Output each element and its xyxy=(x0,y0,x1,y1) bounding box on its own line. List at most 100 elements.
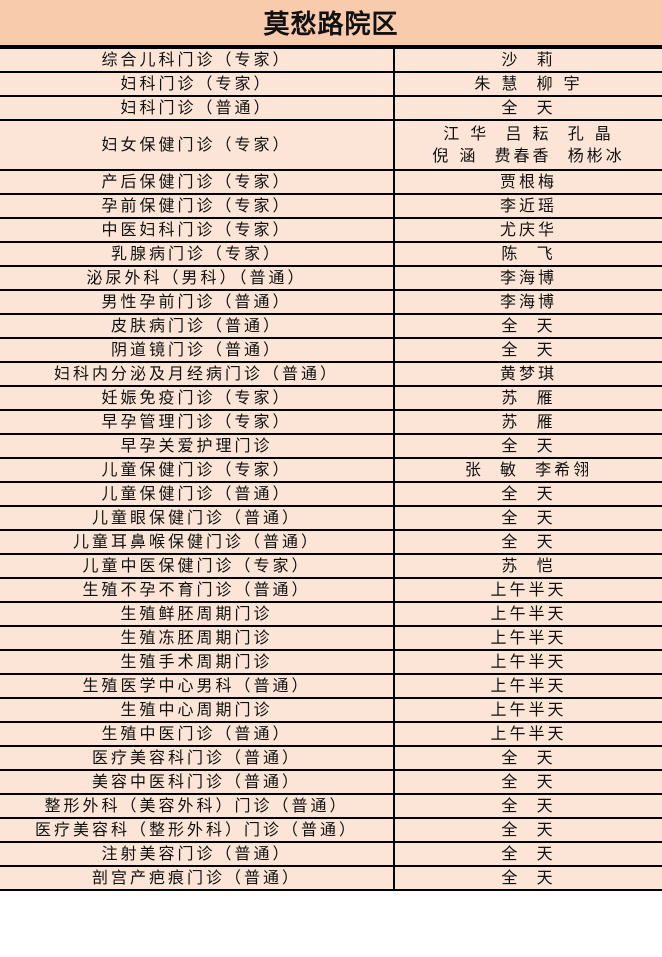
table-row: 医疗美容科门诊（普通） 全 天 xyxy=(0,745,662,771)
doctor-names: 全 天 xyxy=(501,532,556,551)
doctor-cell: 全 天 xyxy=(393,865,662,891)
doctor-names: 全 天 xyxy=(501,772,556,791)
doctor-cell: 上午半天 xyxy=(393,577,662,603)
clinic-name: 早孕关爱护理门诊 xyxy=(0,433,395,459)
doctor-cell: 上午半天 xyxy=(393,673,662,699)
doctor-names: 李近瑶 xyxy=(499,196,557,215)
clinic-name: 生殖不孕不育门诊（普通） xyxy=(0,577,395,603)
doctor-cell: 全 天 xyxy=(393,313,662,339)
clinic-name: 注射美容门诊（普通） xyxy=(0,841,395,867)
clinic-name: 儿童耳鼻喉保健门诊（普通） xyxy=(0,529,395,555)
doctor-cell: 江 华 吕 耘 孔 晶倪 涵 费春香 杨彬冰 xyxy=(393,119,662,171)
table-row: 孕前保健门诊（专家） 李近瑶 xyxy=(0,193,662,219)
table-row: 产后保健门诊（专家） 贾根梅 xyxy=(0,169,662,195)
doctor-cell: 全 天 xyxy=(393,817,662,843)
doctor-cell: 沙 莉 xyxy=(393,47,662,73)
doctor-cell: 全 天 xyxy=(393,529,662,555)
doctor-names: 上午半天 xyxy=(490,676,567,695)
clinic-name: 孕前保健门诊（专家） xyxy=(0,193,395,219)
doctor-cell: 上午半天 xyxy=(393,649,662,675)
table-row: 生殖不孕不育门诊（普通） 上午半天 xyxy=(0,577,662,603)
doctor-names: 苏 恺 xyxy=(501,556,556,575)
clinic-name: 乳腺病门诊（专家） xyxy=(0,241,395,267)
doctor-names: 沙 莉 xyxy=(501,50,556,69)
doctor-cell: 陈 飞 xyxy=(393,241,662,267)
table-row: 泌尿外科（男科）（普通） 李海博 xyxy=(0,265,662,291)
table-row: 美容中医科门诊（普通） 全 天 xyxy=(0,769,662,795)
clinic-name: 儿童中医保健门诊（专家） xyxy=(0,553,395,579)
clinic-name: 生殖手术周期门诊 xyxy=(0,649,395,675)
doctor-names: 李海博 xyxy=(499,268,557,287)
table-row: 生殖手术周期门诊 上午半天 xyxy=(0,649,662,675)
doctor-names: 上午半天 xyxy=(490,652,567,671)
table-row: 儿童保健门诊（普通） 全 天 xyxy=(0,481,662,507)
schedule-table: 综合儿科门诊（专家）沙 莉妇科门诊（专家）朱 慧 柳 宇妇科门诊（普通）全 天妇… xyxy=(0,47,662,891)
table-row: 注射美容门诊（普通） 全 天 xyxy=(0,841,662,867)
doctor-cell: 全 天 xyxy=(393,745,662,771)
table-row: 儿童保健门诊（专家） 张 敏 李希翎 xyxy=(0,457,662,483)
doctor-names: 上午半天 xyxy=(490,580,567,599)
doctor-names: 全 天 xyxy=(501,316,556,335)
clinic-name: 皮肤病门诊（普通） xyxy=(0,313,395,339)
doctor-names: 全 天 xyxy=(501,340,556,359)
doctor-cell: 尤庆华 xyxy=(393,217,662,243)
doctor-cell: 全 天 xyxy=(393,337,662,363)
clinic-name: 生殖医学中心男科（普通） xyxy=(0,673,395,699)
doctor-cell: 贾根梅 xyxy=(393,169,662,195)
doctor-cell: 上午半天 xyxy=(393,697,662,723)
table-row: 生殖鲜胚周期门诊 上午半天 xyxy=(0,601,662,627)
clinic-name: 泌尿外科（男科）（普通） xyxy=(0,265,395,291)
doctor-names: 全 天 xyxy=(501,820,556,839)
page-title: 莫愁路院区 xyxy=(0,0,662,47)
clinic-name: 医疗美容科（整形外科）门诊（普通） xyxy=(0,817,395,843)
table-row: 阴道镜门诊（普通） 全 天 xyxy=(0,337,662,363)
doctor-cell: 全 天 xyxy=(393,841,662,867)
clinic-name: 生殖鲜胚周期门诊 xyxy=(0,601,395,627)
doctor-names: 全 天 xyxy=(501,796,556,815)
doctor-names: 尤庆华 xyxy=(499,220,557,239)
doctor-cell: 黄梦琪 xyxy=(393,361,662,387)
doctor-names: 黄梦琪 xyxy=(499,364,557,383)
doctor-cell: 李海博 xyxy=(393,265,662,291)
clinic-name: 剖宫产疤痕门诊（普通） xyxy=(0,865,395,891)
clinic-name: 中医妇科门诊（专家） xyxy=(0,217,395,243)
table-row: 生殖中心周期门诊 上午半天 xyxy=(0,697,662,723)
doctor-cell: 苏 恺 xyxy=(393,553,662,579)
doctor-cell: 全 天 xyxy=(393,481,662,507)
doctor-names: 全 天 xyxy=(501,436,556,455)
doctor-names: 全 天 xyxy=(501,748,556,767)
table-row: 早孕关爱护理门诊 全 天 xyxy=(0,433,662,459)
doctor-cell: 全 天 xyxy=(393,505,662,531)
doctor-cell: 苏 雁 xyxy=(393,409,662,435)
clinic-name: 医疗美容科门诊（普通） xyxy=(0,745,395,771)
table-row: 儿童中医保健门诊（专家） 苏 恺 xyxy=(0,553,662,579)
table-row: 生殖医学中心男科（普通） 上午半天 xyxy=(0,673,662,699)
table-row: 综合儿科门诊（专家） 沙 莉 xyxy=(0,47,662,73)
doctor-names: 贾根梅 xyxy=(499,172,557,191)
clinic-name: 妇科内分泌及月经病门诊（普通） xyxy=(0,361,395,387)
clinic-name: 生殖冻胚周期门诊 xyxy=(0,625,395,651)
doctor-cell: 上午半天 xyxy=(393,625,662,651)
doctor-names: 上午半天 xyxy=(490,724,567,743)
clinic-name: 美容中医科门诊（普通） xyxy=(0,769,395,795)
clinic-name: 儿童保健门诊（专家） xyxy=(0,457,395,483)
table-row: 儿童耳鼻喉保健门诊（普通） 全 天 xyxy=(0,529,662,555)
clinic-name: 儿童眼保健门诊（普通） xyxy=(0,505,395,531)
table-row: 生殖中医门诊（普通） 上午半天 xyxy=(0,721,662,747)
clinic-name: 整形外科（美容外科）门诊（普通） xyxy=(0,793,395,819)
doctor-cell: 朱 慧 柳 宇 xyxy=(393,71,662,97)
doctor-names: 全 天 xyxy=(501,484,556,503)
table-row: 医疗美容科（整形外科）门诊（普通） 全 天 xyxy=(0,817,662,843)
doctor-names: 李海博 xyxy=(499,292,557,311)
doctor-cell: 上午半天 xyxy=(393,721,662,747)
doctor-cell: 全 天 xyxy=(393,793,662,819)
table-row: 剖宫产疤痕门诊（普通） 全 天 xyxy=(0,865,662,891)
table-row: 早孕管理门诊（专家） 苏 雁 xyxy=(0,409,662,435)
clinic-name: 综合儿科门诊（专家） xyxy=(0,47,395,73)
clinic-name: 产后保健门诊（专家） xyxy=(0,169,395,195)
doctor-names: 全 天 xyxy=(501,508,556,527)
doctor-names: 全 天 xyxy=(501,868,556,887)
doctor-cell: 全 天 xyxy=(393,769,662,795)
doctor-cell: 苏 雁 xyxy=(393,385,662,411)
clinic-name: 男性孕前门诊（普通） xyxy=(0,289,395,315)
